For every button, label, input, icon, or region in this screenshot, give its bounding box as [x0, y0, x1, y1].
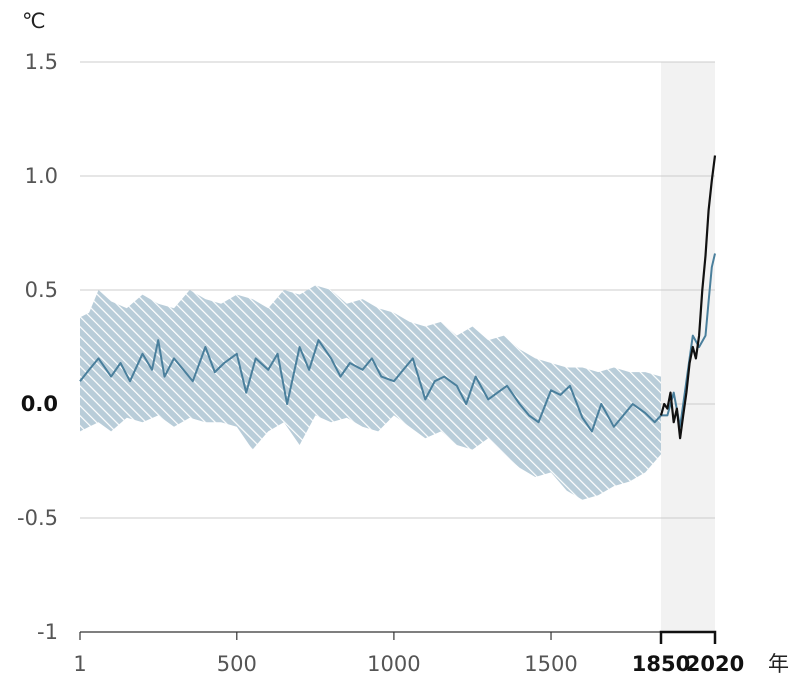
series-lines: [79, 155, 717, 440]
y-tick-label: -1: [37, 620, 58, 644]
y-axis-unit-label: ℃: [22, 9, 46, 33]
y-tick-label: -0.5: [17, 506, 58, 530]
x-tick-label: 1500: [524, 652, 577, 676]
x-tick-label: 1: [73, 652, 86, 676]
y-tick-label: 1.0: [25, 164, 58, 188]
uncertainty-band-area: [80, 285, 661, 500]
x-tick-label: 2020: [686, 652, 744, 676]
uncertainty-band: [80, 285, 661, 500]
x-axis-unit-label: 年: [768, 652, 789, 676]
y-tick-label: 0.5: [25, 278, 58, 302]
x-tick-label: 500: [217, 652, 257, 676]
observed-temperature-line: [659, 155, 717, 440]
x-tick-label: 1850: [632, 652, 690, 676]
y-tick-label: 0.0: [21, 392, 58, 416]
x-tick-label: 1000: [367, 652, 420, 676]
y-tick-label: 1.5: [25, 50, 58, 74]
period-bracket: [659, 630, 717, 644]
reconstructed-temperature-line: [79, 253, 716, 433]
industrial-period-highlight: [661, 62, 715, 632]
